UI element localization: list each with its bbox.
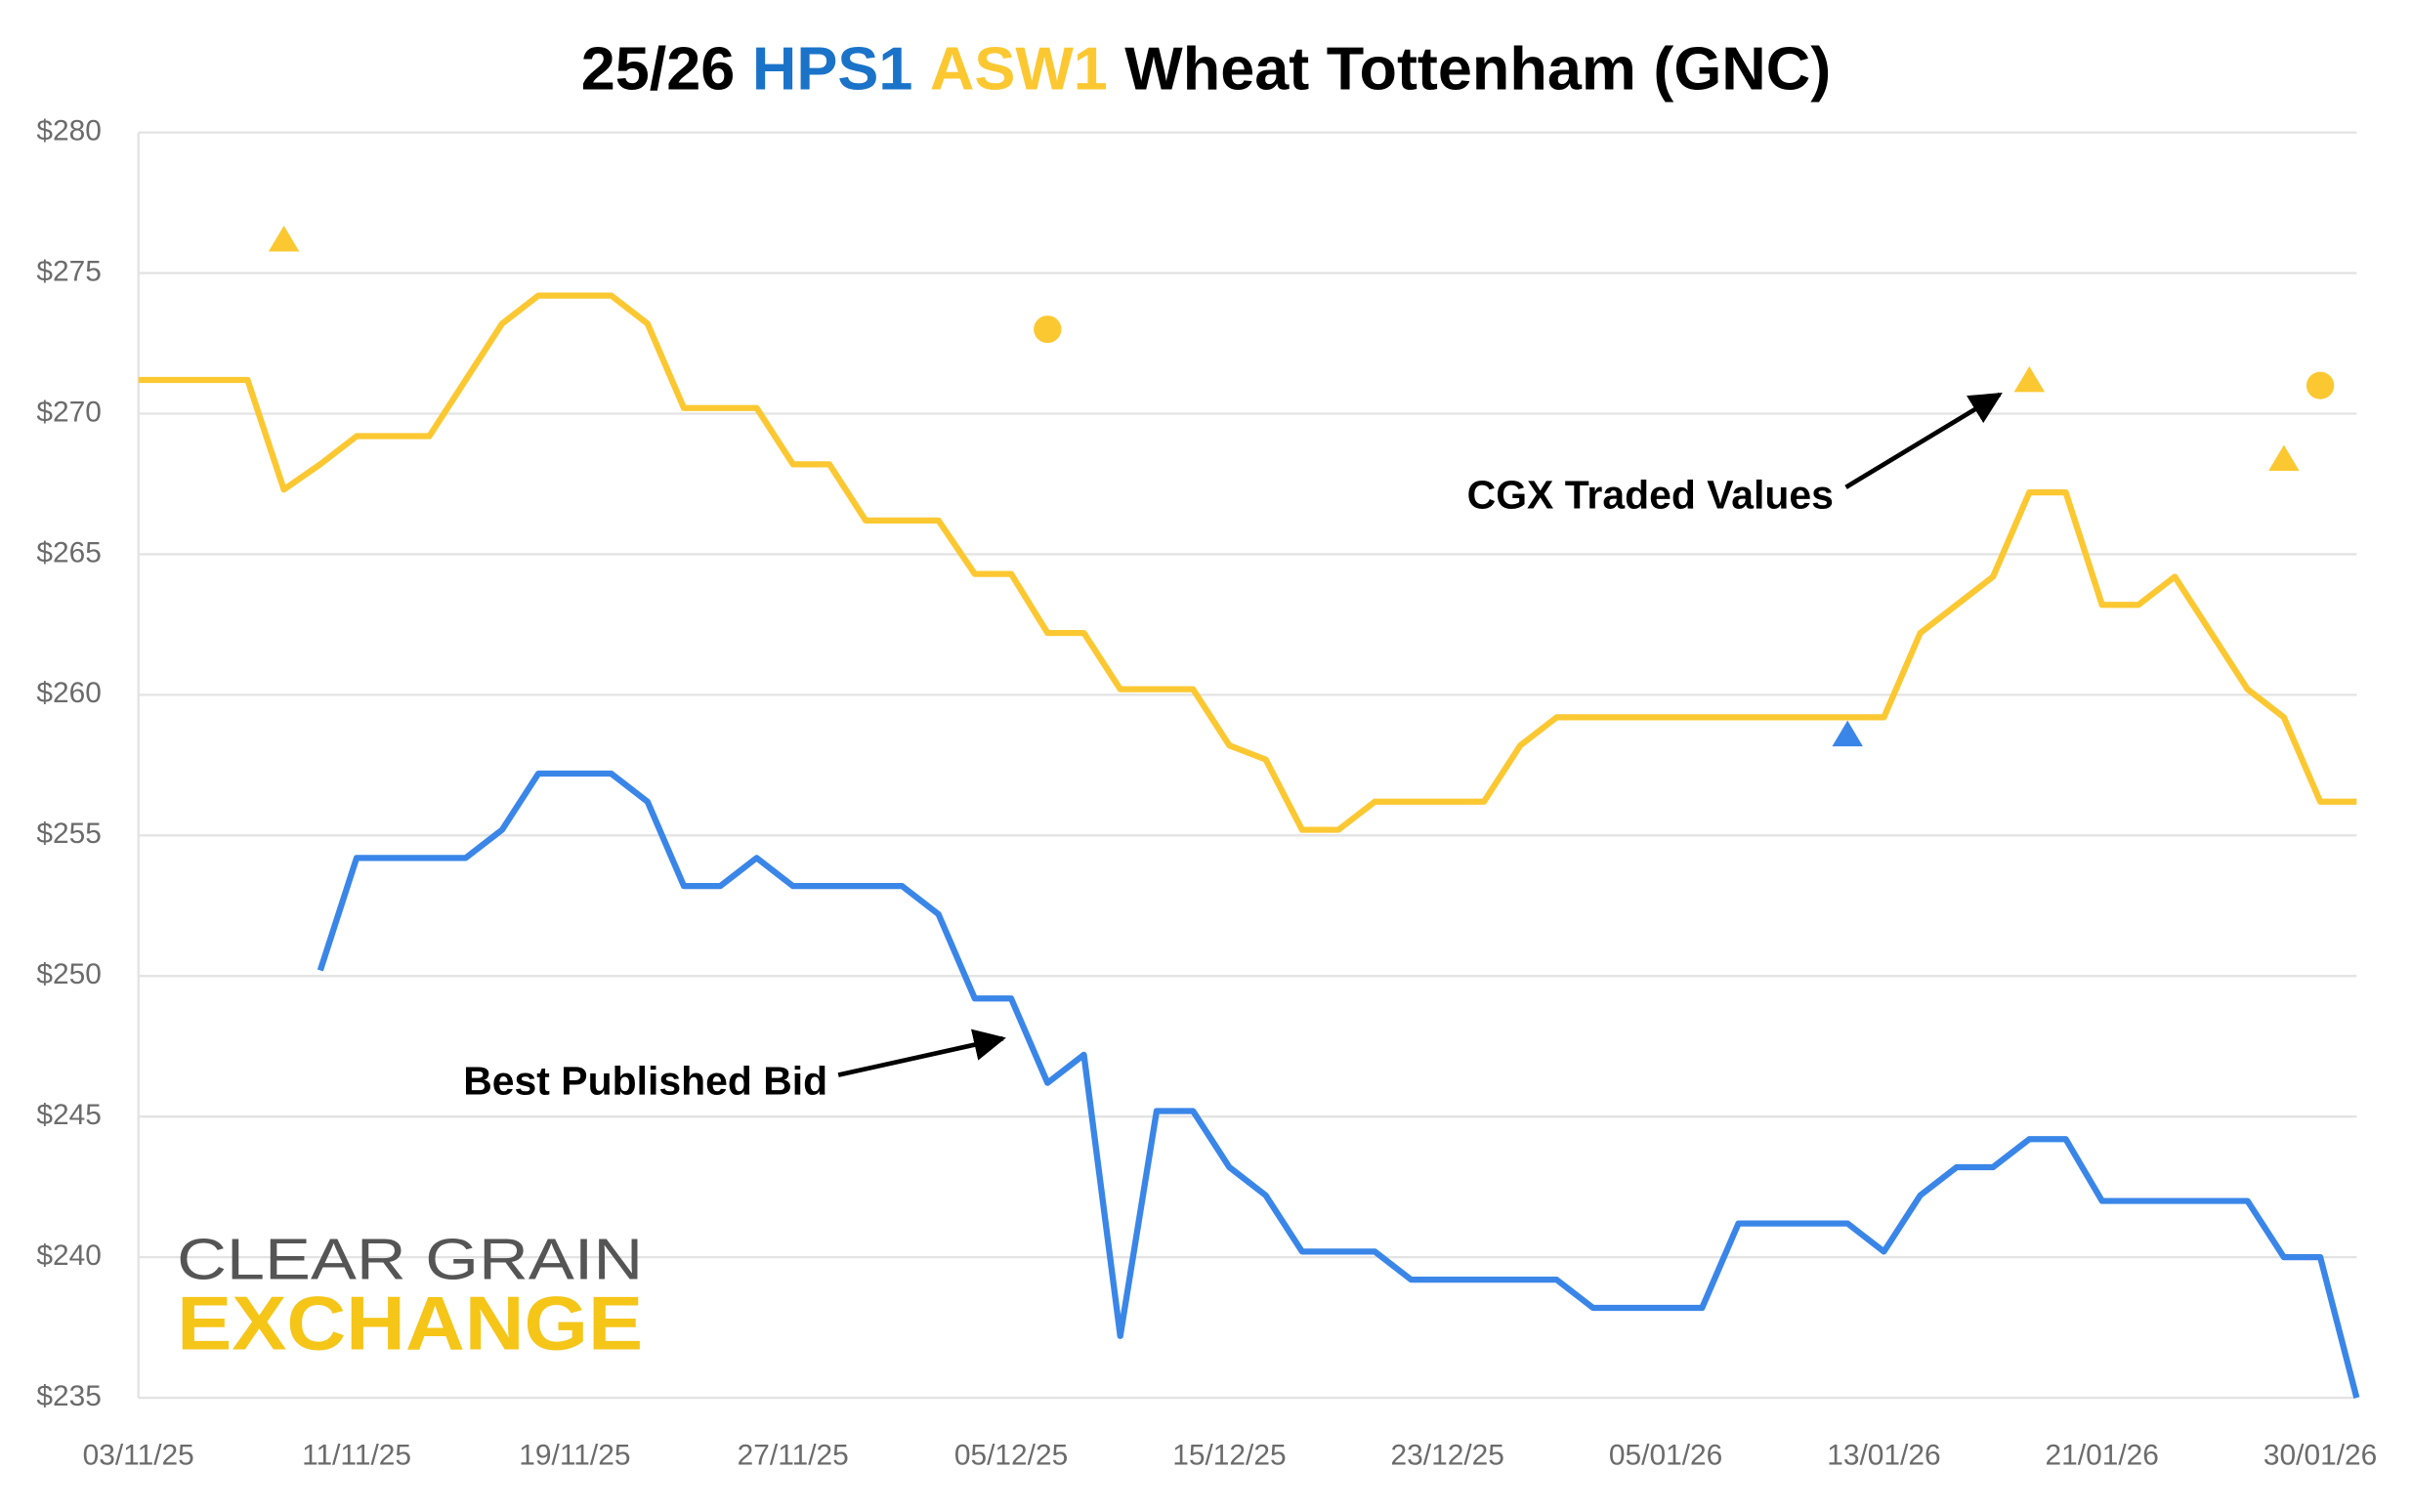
traded-marker (2013, 365, 2046, 393)
y-tick-label: $255 (36, 818, 102, 850)
traded-marker (1832, 720, 1863, 747)
x-tick-label: 13/01/26 (1827, 1440, 1940, 1472)
x-tick-label: 05/12/25 (954, 1440, 1068, 1472)
series-line (138, 292, 2357, 833)
x-tick-label: 11/11/25 (302, 1440, 411, 1472)
annotation: CGX Traded Values (1467, 473, 1834, 518)
x-tick-label: 21/01/26 (2046, 1440, 2159, 1472)
title-prefix: 25/26 (581, 35, 736, 104)
logo-text: CLEAR GRAIN (177, 1227, 643, 1292)
y-tick-label: $275 (36, 256, 102, 288)
x-tick-label: 03/11/25 (83, 1440, 194, 1472)
y-tick-label: $260 (36, 677, 102, 709)
y-tick-label: $270 (36, 396, 102, 428)
x-tick-label: 05/01/26 (1609, 1440, 1722, 1472)
x-tick-label: 15/12/25 (1172, 1440, 1286, 1472)
traded-marker (1034, 315, 1062, 344)
x-tick-label: 19/11/25 (519, 1440, 630, 1472)
title-series: HPS1 (752, 35, 913, 104)
y-tick-label: $250 (36, 958, 102, 990)
annotation-arrow (837, 1029, 1006, 1077)
x-tick-label: 23/12/25 (1391, 1440, 1504, 1472)
chart-title: 25/26 HPS1 ASW1 Wheat Tottenham (GNC) (581, 35, 1831, 104)
traded-marker (268, 225, 300, 252)
traded-marker (2306, 371, 2335, 399)
y-tick-label: $245 (36, 1099, 102, 1131)
traded-marker (2268, 444, 2300, 472)
title-series: ASW1 (930, 35, 1108, 104)
y-tick-label: $265 (36, 536, 102, 568)
plot (138, 225, 2360, 1399)
title-suffix: Wheat Tottenham (GNC) (1124, 35, 1831, 104)
x-tick-label: 27/11/25 (738, 1440, 849, 1472)
annotation-arrow (1844, 392, 2003, 489)
series-line (317, 770, 2360, 1399)
logo-text: EXCHANGE (177, 1281, 643, 1366)
annotation: Best Published Bid (463, 1059, 827, 1104)
y-tick-label: $240 (36, 1239, 102, 1272)
y-tick-label: $280 (36, 115, 102, 147)
y-tick-label: $235 (36, 1380, 102, 1412)
x-tick-label: 30/01/26 (2264, 1440, 2377, 1472)
